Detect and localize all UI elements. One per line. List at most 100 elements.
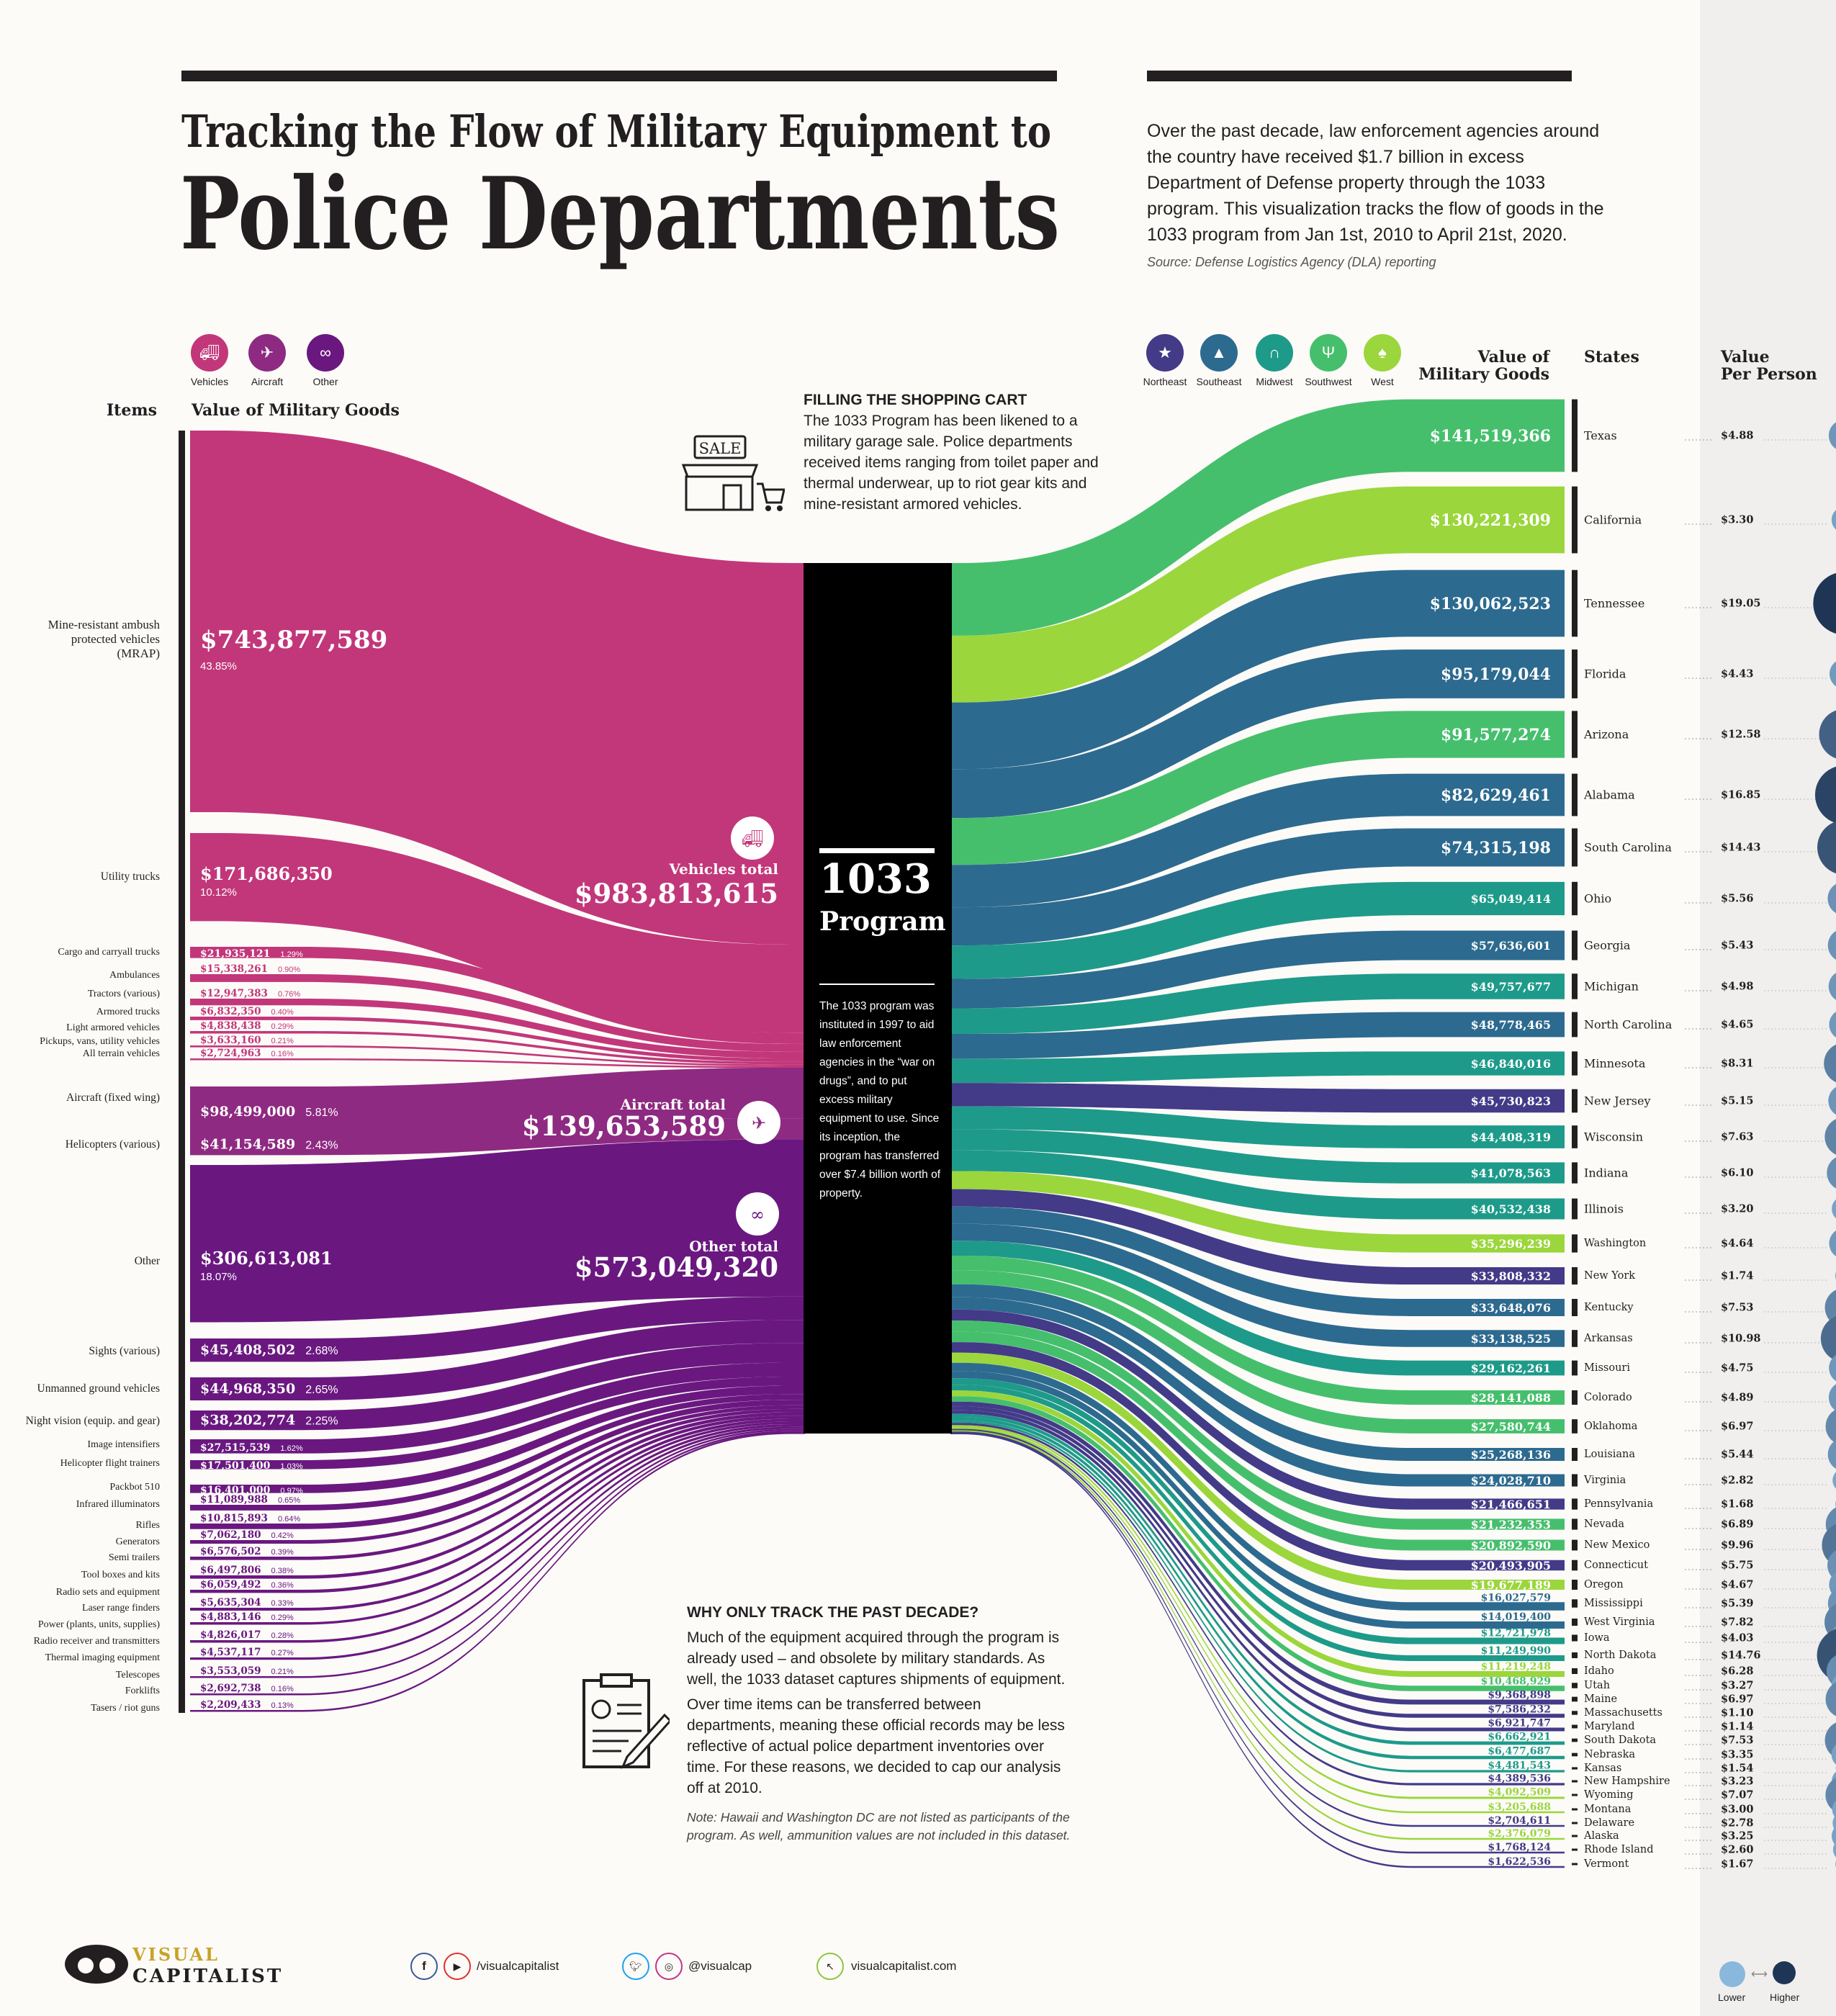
- binoculars-icon-glyph: ∞: [750, 1205, 765, 1225]
- per-person-circle-alabama: [1814, 766, 1836, 824]
- item-label-semi-trailers: Semi trailers: [108, 1552, 160, 1563]
- item-label-radio-receiver-and-transmitters: Radio receiver and transmitters: [33, 1636, 160, 1647]
- social-links-1: f ▶ /visualcapitalist: [410, 1953, 559, 1980]
- per-person-value-wyoming: $7.07: [1721, 1788, 1754, 1801]
- flow-florida: [950, 649, 1565, 819]
- state-value-colorado: $28,141,088: [1471, 1391, 1551, 1405]
- legend-label: Aircraft: [251, 376, 284, 387]
- items-header: Items: [106, 401, 157, 420]
- total-label-0: Vehicles total: [668, 860, 778, 878]
- state-marker: [1572, 1863, 1578, 1866]
- state-label-north-carolina: North Carolina: [1584, 1017, 1673, 1032]
- state-label-minnesota: Minnesota: [1584, 1056, 1646, 1071]
- total-value-1: $139,653,589: [522, 1110, 726, 1142]
- state-marker: [1572, 1848, 1578, 1851]
- program-rule: [819, 848, 935, 853]
- why-paragraph-2: Over time items can be transferred betwe…: [687, 1696, 1065, 1796]
- state-label-south-dakota: South Dakota: [1584, 1734, 1657, 1746]
- per-person-circle-new-jersey: [1828, 1086, 1836, 1115]
- facebook-icon[interactable]: f: [410, 1953, 438, 1980]
- binoculars-icon: [736, 1192, 779, 1236]
- item-label-helicopter-flight-trainers: Helicopter flight trainers: [60, 1458, 160, 1469]
- state-label-michigan: Michigan: [1584, 979, 1639, 994]
- states-header: States: [1584, 348, 1639, 366]
- per-person-value-illinois: $3.20: [1721, 1202, 1754, 1215]
- website-url[interactable]: visualcapitalist.com: [851, 1959, 957, 1973]
- per-person-circle-florida: [1829, 661, 1836, 687]
- per-person-value-arkansas: $10.98: [1721, 1332, 1761, 1345]
- state-marker: [1572, 1419, 1578, 1434]
- item-pct-rifles: 0.64%: [278, 1515, 300, 1524]
- legend-label: Midwest: [1256, 376, 1293, 387]
- flow-all-terrain-vehicles: [190, 1058, 805, 1068]
- clipboard-icon: [582, 1673, 670, 1769]
- per-person-value-north-carolina: $4.65: [1721, 1018, 1754, 1031]
- state-value-tennessee: $130,062,523: [1430, 595, 1551, 613]
- per-person-value-kansas: $1.54: [1721, 1762, 1754, 1775]
- item-pct-power-plants-units-supplies: 0.29%: [271, 1614, 294, 1622]
- item-pct-sights-various: 2.68%: [305, 1345, 338, 1357]
- state-marker: [1572, 1738, 1578, 1742]
- state-label-georgia: Georgia: [1584, 938, 1631, 953]
- per-person-value-idaho: $6.28: [1721, 1665, 1754, 1678]
- twitter-icon[interactable]: 🐦︎: [622, 1953, 649, 1980]
- state-label-maine: Maine: [1584, 1693, 1618, 1705]
- state-value-alaska: $2,376,079: [1488, 1828, 1551, 1840]
- flow-indiana: [950, 1129, 1565, 1184]
- per-person-circle-kentucky: [1824, 1290, 1836, 1326]
- per-person-value-new-york: $1.74: [1721, 1269, 1754, 1282]
- flow-arizona: [950, 711, 1565, 865]
- legend-label: Other: [312, 376, 338, 387]
- per-person-panel: [1700, 0, 1836, 2016]
- state-marker: [1572, 1266, 1578, 1285]
- instagram-icon[interactable]: ◎: [655, 1953, 683, 1980]
- item-value-utility-trucks: $171,686,350: [200, 863, 333, 884]
- flow-unmanned-ground-vehicles: [190, 1320, 805, 1401]
- per-person-circle-indiana: [1827, 1157, 1836, 1189]
- state-value-georgia: $57,636,601: [1471, 939, 1551, 953]
- youtube-icon[interactable]: ▶: [444, 1953, 471, 1980]
- flow-pickups-vans-utility-vehicles: [190, 1045, 805, 1066]
- per-person-circle-rhode-island: [1832, 1842, 1836, 1858]
- state-label-montana: Montana: [1584, 1804, 1632, 1815]
- shopping-cart-box: FILLING THE SHOPPING CART The 1033 Progr…: [804, 392, 1106, 515]
- item-label-utility-trucks: Utility trucks: [100, 870, 160, 883]
- state-value-massachusetts: $7,586,232: [1488, 1704, 1551, 1715]
- state-marker: [1572, 828, 1578, 867]
- per-person-value-missouri: $4.75: [1721, 1362, 1754, 1374]
- per-person-circle-alaska: [1831, 1826, 1836, 1846]
- item-label-mine-resistant-ambush-protected-vehicles-mrap: Mine-resistant ambush protected vehicles…: [48, 618, 160, 660]
- state-value-arizona: $91,577,274: [1441, 726, 1551, 744]
- arch-icon: ∩: [1256, 334, 1293, 372]
- item-label-thermal-imaging-equipment: Thermal imaging equipment: [45, 1652, 160, 1663]
- legend-label: Vehicles: [190, 376, 229, 387]
- per-person-value-maine: $6.97: [1721, 1693, 1754, 1706]
- per-person-circle-wisconsin: [1824, 1119, 1836, 1155]
- item-pct-semi-trailers: 0.39%: [271, 1548, 294, 1557]
- state-marker: [1572, 649, 1578, 698]
- item-label-helicopters-various: Helicopters (various): [65, 1138, 160, 1151]
- state-label-alabama: Alabama: [1584, 788, 1635, 802]
- total-label-2: Other total: [689, 1238, 778, 1255]
- state-value-rhode-island: $1,768,124: [1488, 1842, 1551, 1853]
- state-label-rhode-island: Rhode Island: [1584, 1844, 1654, 1855]
- item-pct-packbot-510: 0.97%: [280, 1487, 302, 1495]
- truck-icon-glyph: 🚚︎: [742, 829, 763, 849]
- per-person-value-kentucky: $7.53: [1721, 1301, 1754, 1314]
- state-marker: [1572, 1752, 1578, 1757]
- social-handle-2[interactable]: @visualcap: [688, 1959, 752, 1973]
- helicopter-icon: ✈: [248, 334, 286, 372]
- item-pct-pickups-vans-utility-vehicles: 0.21%: [271, 1037, 294, 1045]
- per-person-circle-michigan: [1828, 973, 1836, 1000]
- size-legend-high: Higher: [1770, 1992, 1800, 2003]
- item-label-other: Other: [134, 1255, 160, 1267]
- flow-south-carolina: [950, 828, 1565, 946]
- state-marker: [1572, 1089, 1578, 1113]
- social-handle-1[interactable]: /visualcapitalist: [477, 1959, 559, 1973]
- per-person-circle-north-carolina: [1829, 1012, 1836, 1038]
- flow-other: [190, 1139, 805, 1323]
- visual-capitalist-logo[interactable]: [64, 1941, 129, 1984]
- state-marker: [1572, 1711, 1578, 1715]
- item-label-tool-boxes-and-kits: Tool boxes and kits: [81, 1570, 160, 1580]
- per-person-circle-colorado: [1828, 1384, 1836, 1411]
